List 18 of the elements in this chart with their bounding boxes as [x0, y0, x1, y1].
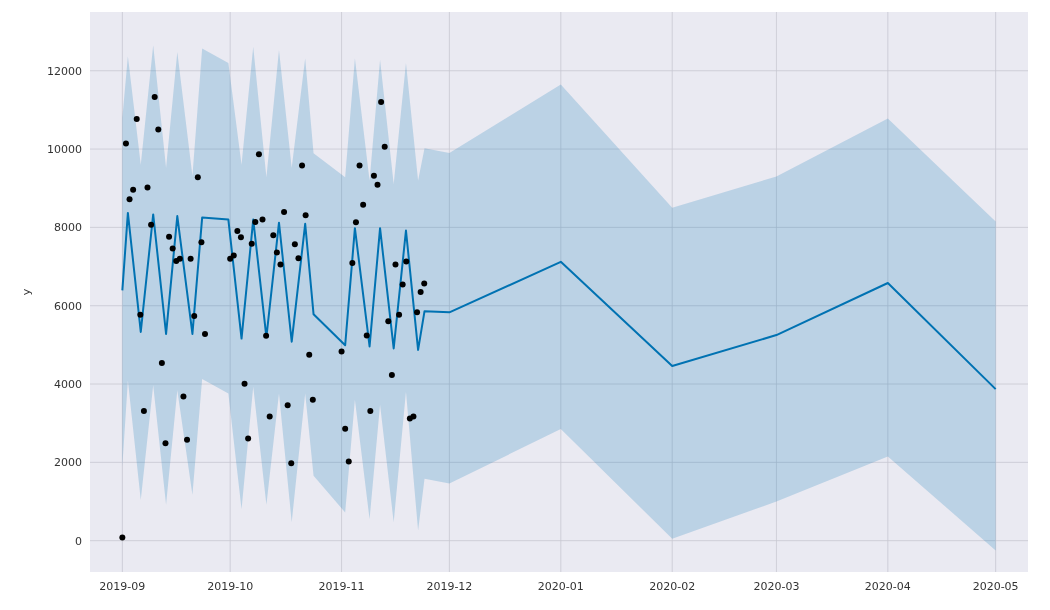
- x-tick-label: 2020-04: [864, 580, 911, 593]
- x-tick-label: 2020-03: [753, 580, 800, 593]
- y-tick-label: 10000: [47, 143, 82, 157]
- x-tick-label: 2019-11: [318, 580, 365, 593]
- x-tick-label: 2020-05: [972, 580, 1019, 593]
- x-tick-label: 2019-09: [99, 580, 146, 593]
- y-tick-label: 6000: [54, 299, 82, 313]
- y-tick-label: 12000: [47, 64, 82, 78]
- y-tick-label: 0: [75, 534, 82, 548]
- y-tick-label: 8000: [54, 221, 82, 235]
- y-axis-title: y: [20, 288, 33, 296]
- y-tick-label: 4000: [54, 378, 82, 392]
- x-tick-label: 2019-12: [426, 580, 473, 593]
- x-tick-label: 2020-01: [537, 580, 584, 593]
- y-tick-label: 2000: [54, 456, 82, 470]
- line-series: [121, 211, 997, 391]
- x-tick-label: 2020-02: [649, 580, 696, 593]
- x-tick-label: 2019-10: [207, 580, 254, 593]
